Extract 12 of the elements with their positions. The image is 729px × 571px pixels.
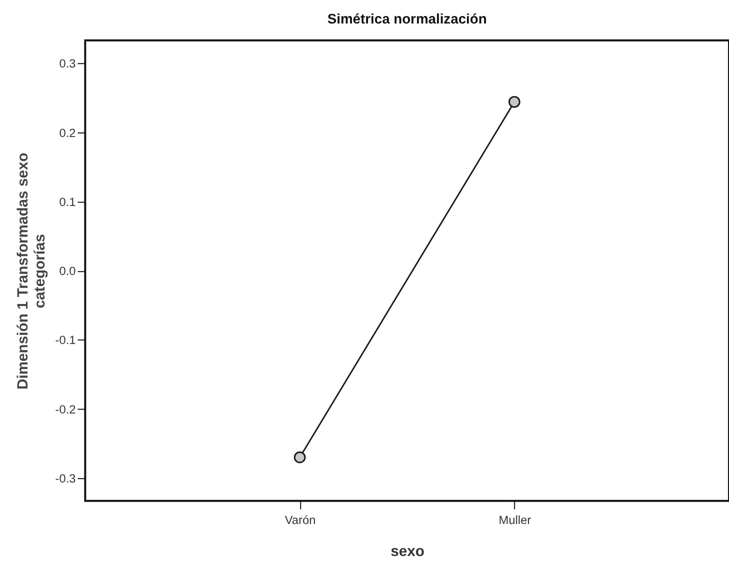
chart-title: Simétrica normalización [327, 10, 487, 26]
x-axis-title: sexo [390, 544, 425, 560]
x-tick-label: Varón [284, 513, 316, 528]
x-tick-label: Muller [498, 513, 532, 528]
y-tick-label: -0.2 [55, 402, 76, 416]
y-tick-label: 0.1 [59, 194, 76, 209]
y-tick-label: 0.3 [59, 56, 76, 71]
y-tick-label: -0.3 [55, 472, 76, 486]
y-tick-label: 0.0 [59, 264, 76, 278]
y-axis-title: Dimensión 1 Transformadas sexo categorías [16, 152, 48, 390]
y-tick-label: -0.1 [55, 333, 76, 348]
y-tick-label: 0.2 [59, 126, 76, 140]
